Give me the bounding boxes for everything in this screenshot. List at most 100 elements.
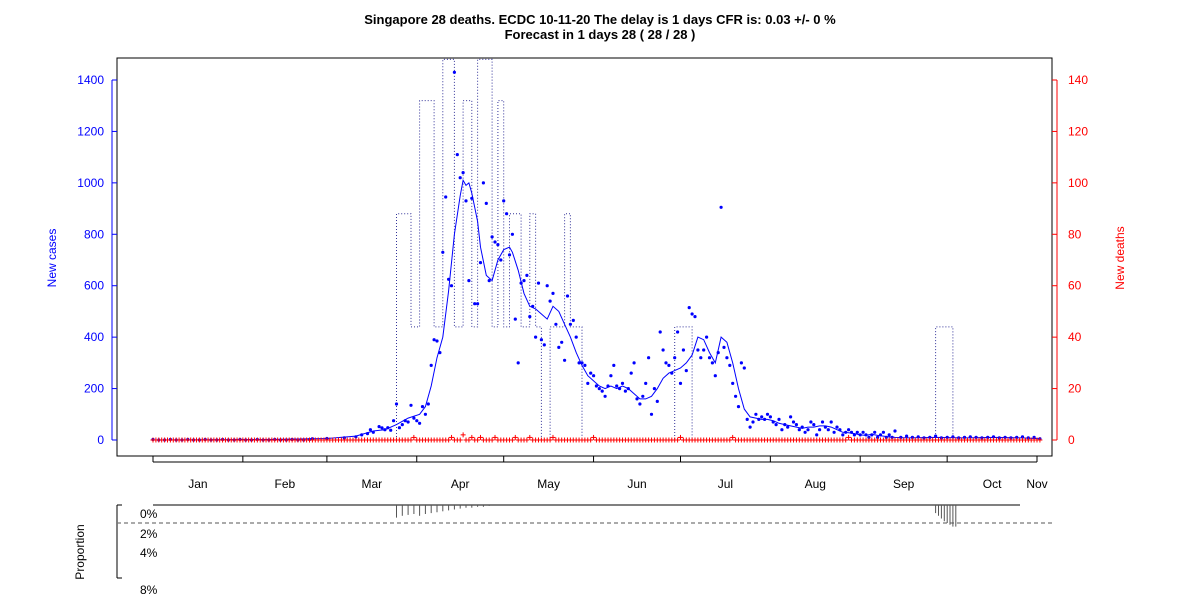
death-point [457, 437, 463, 443]
case-point [905, 434, 909, 438]
case-point [502, 199, 506, 203]
month-label: May [537, 477, 560, 491]
case-point [571, 318, 575, 322]
death-point [469, 434, 475, 440]
case-point [522, 279, 526, 283]
case-point [615, 384, 619, 388]
case-point [1020, 435, 1025, 439]
case-point [449, 284, 454, 288]
case-point [423, 412, 427, 416]
case-point [467, 279, 471, 283]
chart-title-line1: Singapore 28 deaths. ECDC 10-11-20 The d… [364, 12, 836, 27]
case-point [699, 356, 703, 360]
case-point [476, 302, 480, 306]
case-point [612, 363, 616, 367]
case-point [484, 201, 488, 205]
case-point [620, 381, 625, 385]
case-point [516, 361, 520, 365]
left-tick-label: 200 [84, 382, 104, 396]
case-point [858, 433, 862, 437]
case-point [505, 212, 509, 216]
case-point [641, 394, 645, 398]
month-label: Aug [805, 477, 826, 491]
case-point [1015, 435, 1019, 439]
case-point [832, 430, 836, 434]
case-point [774, 423, 778, 427]
case-point [725, 356, 729, 360]
case-point [742, 366, 746, 370]
case-point [365, 432, 370, 436]
case-point [577, 361, 581, 365]
death-point [489, 437, 495, 443]
case-point [464, 199, 468, 203]
case-point [928, 435, 932, 439]
case-point [539, 338, 544, 342]
right-tick-label: 100 [1068, 176, 1088, 190]
case-point [667, 363, 671, 367]
case-point [455, 153, 459, 157]
case-point [510, 232, 514, 236]
right-tick-label: 20 [1068, 382, 1082, 396]
case-point [647, 356, 651, 360]
death-point [730, 434, 736, 440]
month-label: Oct [983, 477, 1002, 491]
case-point [496, 243, 500, 247]
death-point [466, 437, 472, 443]
case-point [763, 417, 767, 421]
case-point [635, 397, 639, 401]
case-point [403, 419, 407, 423]
case-point [702, 348, 706, 352]
right-tick-label: 80 [1068, 227, 1082, 241]
case-point [371, 430, 375, 434]
case-point [951, 435, 955, 439]
left-tick-label: 1000 [77, 176, 104, 190]
case-point [493, 240, 497, 244]
left-axis-label: New cases [45, 229, 59, 288]
case-point [864, 433, 868, 437]
month-label: Sep [893, 477, 915, 491]
case-point [676, 330, 680, 334]
death-point [527, 434, 533, 440]
right-tick-label: 0 [1068, 433, 1075, 447]
case-point [768, 415, 773, 419]
case-point [409, 403, 413, 407]
right-tick-label: 140 [1068, 73, 1088, 87]
case-point [354, 435, 358, 439]
case-point [881, 430, 886, 434]
death-point [411, 434, 417, 440]
case-point [884, 435, 888, 439]
case-point [603, 394, 607, 398]
case-point [429, 363, 433, 367]
case-point [389, 428, 393, 432]
month-label: Apr [451, 477, 470, 491]
death-point [478, 434, 484, 440]
case-point [528, 315, 532, 319]
case-point [368, 428, 372, 432]
case-point [545, 284, 549, 288]
case-point [786, 425, 790, 429]
case-point [739, 361, 744, 365]
case-point [855, 430, 859, 434]
left-tick-label: 600 [84, 279, 104, 293]
death-point [460, 432, 466, 438]
case-point [568, 322, 573, 326]
case-point [849, 430, 854, 434]
case-point [574, 335, 578, 339]
main-plot-frame [116, 57, 1053, 457]
case-point [754, 412, 758, 416]
case-point [441, 250, 445, 254]
case-point [962, 435, 967, 439]
case-point [580, 361, 584, 365]
case-point [910, 435, 915, 439]
case-point [893, 429, 897, 433]
case-point [623, 389, 628, 393]
case-point [586, 381, 590, 385]
left-tick-label: 0 [97, 433, 104, 447]
case-point [899, 435, 903, 439]
case-point [377, 425, 381, 429]
case-point [986, 435, 990, 439]
case-point [806, 428, 810, 432]
case-point [823, 425, 828, 429]
case-point [829, 420, 833, 424]
death-point [843, 437, 849, 443]
